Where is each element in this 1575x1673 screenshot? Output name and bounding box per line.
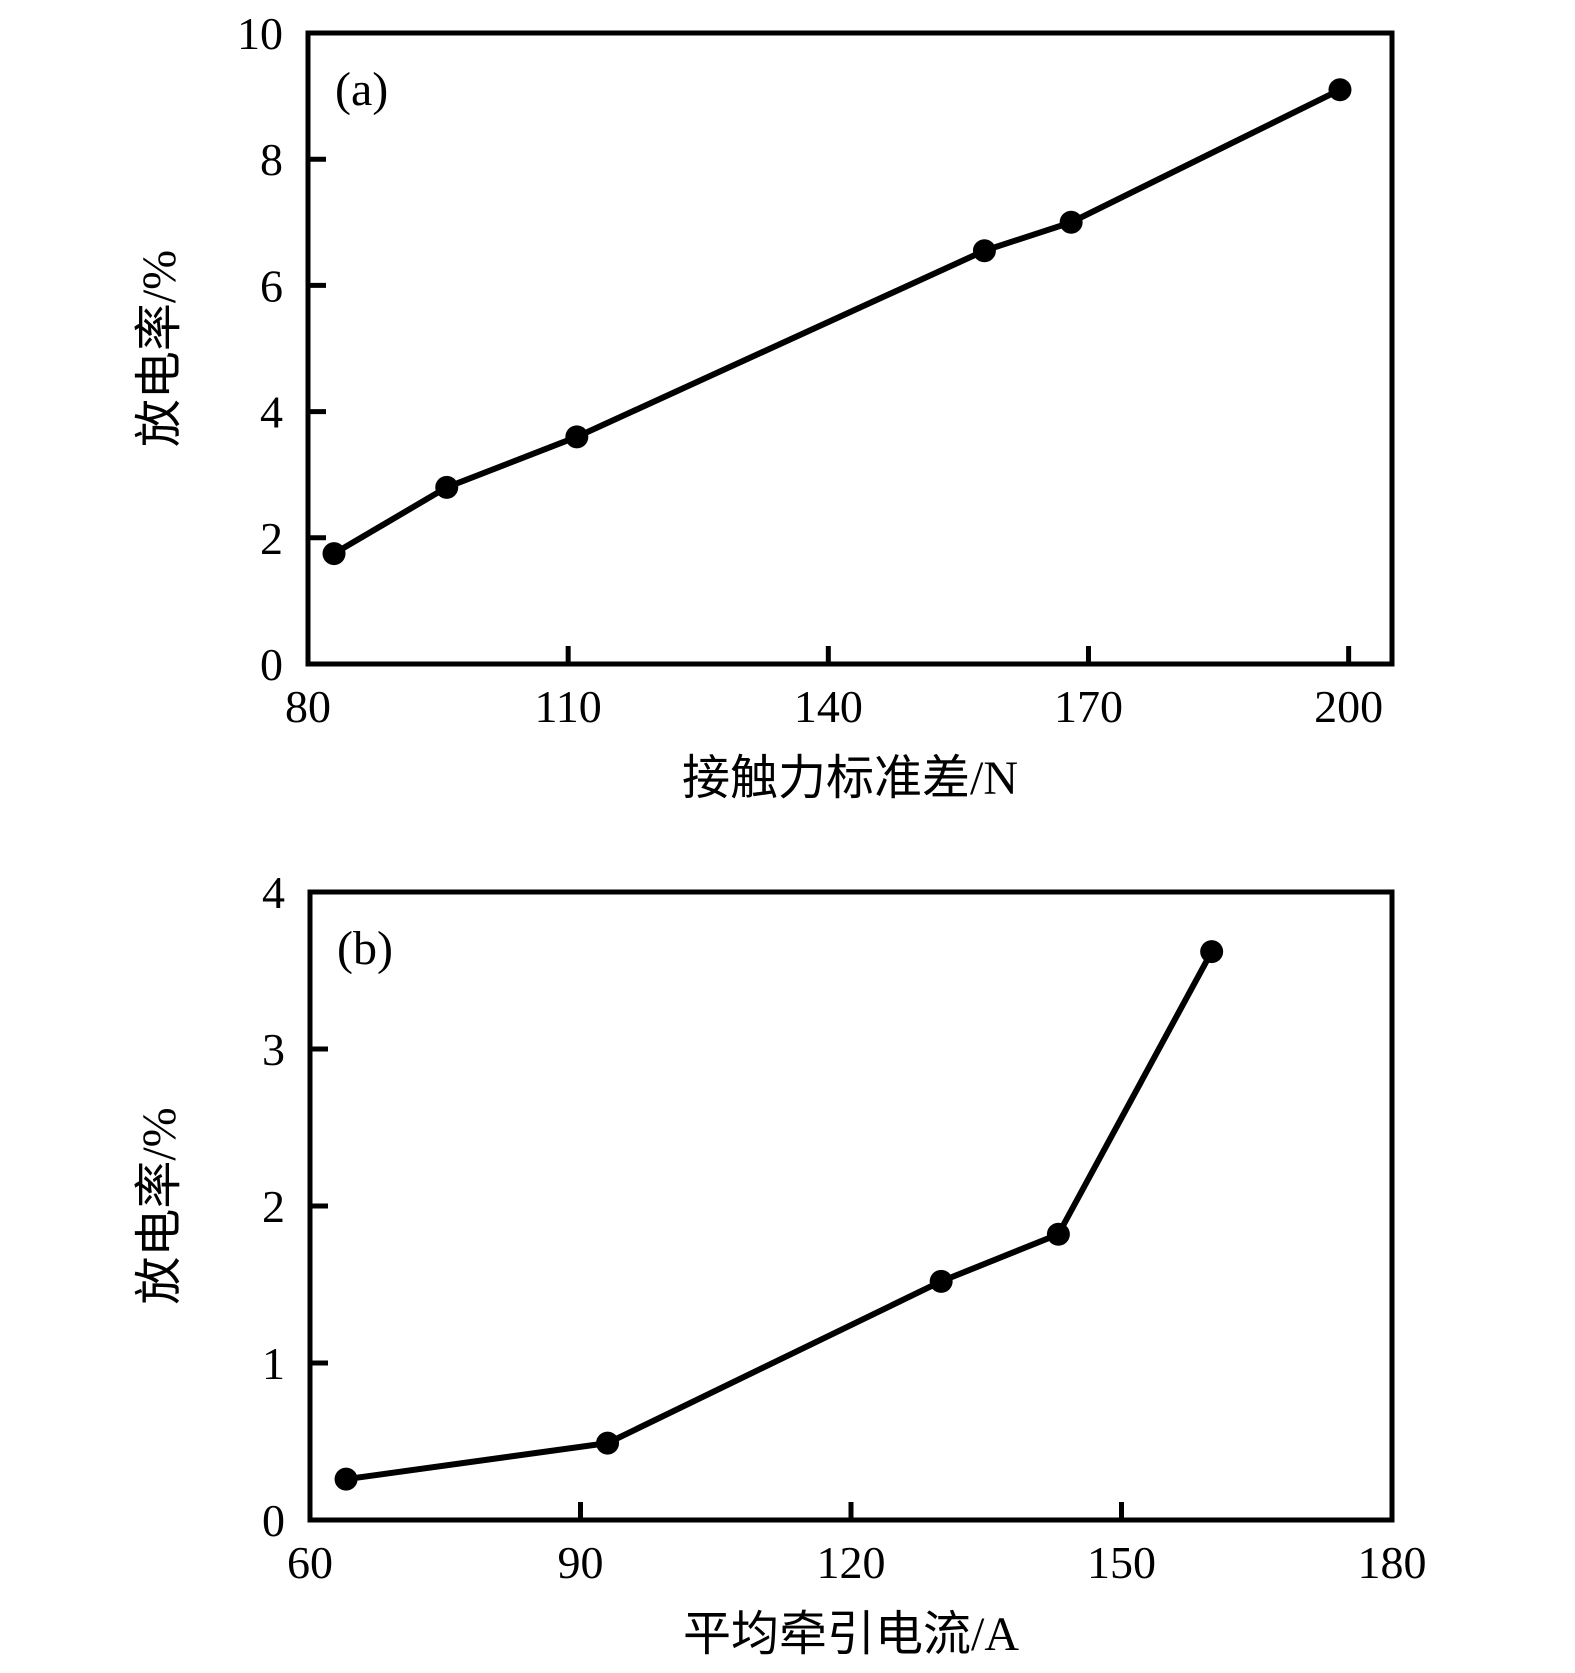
panel-label: (b) [337, 922, 393, 975]
y-tick-label: 10 [237, 8, 283, 59]
y-tick-label: 8 [260, 134, 283, 185]
y-tick-label: 2 [262, 1181, 285, 1232]
plot-border [307, 889, 1395, 1523]
x-axis-title: 平均牵引电流/A [683, 1608, 1019, 1661]
y-axis-title: 放电率/% [133, 1107, 186, 1304]
y-tick-label: 1 [262, 1338, 285, 1389]
x-tick-label: 180 [1358, 1537, 1427, 1588]
data-point-marker [334, 1467, 358, 1491]
panel-label: (a) [335, 63, 388, 116]
y-tick-label: 4 [260, 387, 283, 438]
x-tick-label: 60 [287, 1537, 333, 1588]
data-point-marker [322, 542, 346, 566]
x-tick-label: 80 [285, 681, 331, 732]
x-axis-title: 接触力标准差/N [682, 752, 1018, 805]
data-point-marker [1328, 78, 1352, 102]
plot-border [305, 30, 1395, 667]
x-tick-label: 170 [1054, 681, 1123, 732]
x-tick-label: 110 [535, 681, 602, 732]
x-tick-label: 90 [558, 1537, 604, 1588]
data-point-marker [972, 239, 996, 263]
data-point-marker [565, 425, 589, 449]
y-axis-title: 放电率/% [133, 250, 186, 447]
data-point-marker [1046, 1222, 1070, 1246]
x-tick-label: 140 [794, 681, 863, 732]
series-line [331, 86, 1343, 557]
y-tick-label: 0 [262, 1495, 285, 1546]
data-point-marker [929, 1269, 953, 1293]
data-point-marker [596, 1431, 620, 1455]
y-tick-label: 3 [262, 1024, 285, 1075]
series-line [343, 948, 1215, 1483]
y-tick-label: 2 [260, 513, 283, 564]
y-tick-label: 0 [260, 639, 283, 690]
x-tick-label: 200 [1314, 681, 1383, 732]
data-point-marker [435, 475, 459, 499]
data-point-marker [1059, 210, 1083, 234]
y-tick-label: 4 [262, 867, 285, 918]
x-tick-label: 120 [817, 1537, 886, 1588]
data-point-marker [1200, 940, 1224, 964]
y-tick-label: 6 [260, 260, 283, 311]
x-tick-label: 150 [1087, 1537, 1156, 1588]
